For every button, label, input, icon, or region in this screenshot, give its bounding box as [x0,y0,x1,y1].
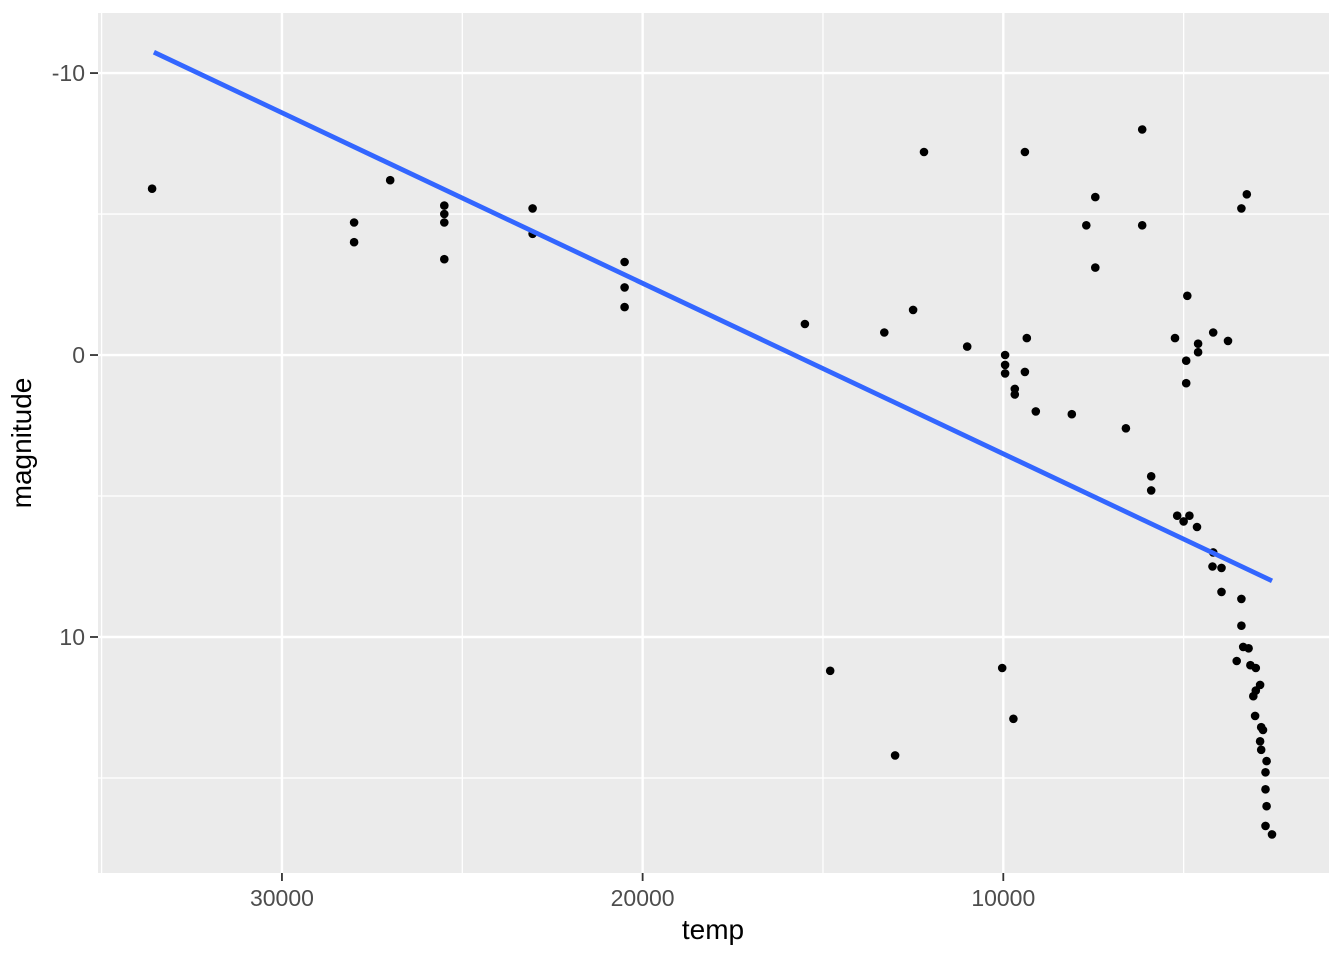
data-point [1022,333,1032,343]
data-point [528,204,537,213]
data-point [1181,356,1191,366]
data-point [349,218,359,227]
x-tick-label: 20000 [611,885,675,911]
data-point [890,751,900,760]
data-point [1237,594,1246,604]
data-point [1217,587,1226,597]
data-point [1192,522,1202,532]
data-point [620,257,629,267]
data-point [1208,328,1218,337]
data-point [1172,511,1182,520]
data-point [1267,830,1277,839]
data-point [1261,785,1270,794]
plot-area: 30000 20000 10000 -10 0 10 [52,13,1329,911]
data-point [1193,347,1203,357]
data-point [1250,711,1260,721]
data-point [1181,378,1191,388]
data-point [1242,190,1252,199]
data-point [1237,204,1246,213]
data-point [1217,563,1226,573]
data-point [1009,714,1018,724]
data-point [1020,367,1030,377]
data-point [1031,407,1041,416]
data-point [440,254,449,264]
data-point [1262,756,1271,766]
data-point [440,218,449,227]
data-point [620,302,629,312]
data-point [440,201,449,210]
data-point [1244,644,1253,653]
data-point [1193,339,1203,349]
data-point [385,175,395,185]
data-point [1146,486,1156,495]
data-point [919,147,929,157]
x-tick-label: 10000 [971,885,1035,911]
data-point [1091,263,1100,272]
data-point [1262,801,1271,811]
data-point [1261,821,1270,831]
data-point [1000,369,1010,378]
data-point [440,209,449,219]
y-tick-label: -10 [52,60,85,86]
data-point [349,237,359,247]
data-point [1251,663,1261,673]
data-point [1256,745,1266,755]
data-point [620,283,629,292]
y-tick-label: 10 [59,624,85,650]
plot-panel [98,13,1329,873]
data-point [1082,221,1091,230]
data-point [1185,511,1194,520]
y-tick-label: 0 [72,342,85,368]
data-point [1067,409,1077,419]
data-point [1255,680,1265,690]
data-point [1146,472,1156,481]
data-point [147,184,157,193]
data-point [1000,350,1010,360]
data-point [1258,725,1268,735]
data-point [1091,192,1100,202]
data-point [1183,291,1192,301]
data-point [1000,360,1010,370]
data-point [1255,737,1265,746]
data-point [908,305,918,315]
y-axis-title: magnitude [6,378,37,509]
data-point [1232,656,1241,666]
data-point [1121,424,1131,433]
data-point [1137,221,1147,230]
data-point [1261,768,1270,777]
data-point [1179,517,1188,526]
data-point [1208,562,1217,571]
x-tick-label: 30000 [250,885,314,911]
data-point [1020,147,1030,157]
data-point [800,319,810,329]
data-point [1237,621,1246,630]
data-point [997,663,1007,673]
regression-line [152,50,1274,584]
data-point [1170,333,1180,343]
data-point [1223,336,1233,346]
data-point [825,666,835,676]
x-axis-title: temp [682,914,744,945]
data-point [1010,390,1020,399]
data-point [962,342,972,351]
data-point [880,328,889,337]
data-point [1137,125,1147,134]
